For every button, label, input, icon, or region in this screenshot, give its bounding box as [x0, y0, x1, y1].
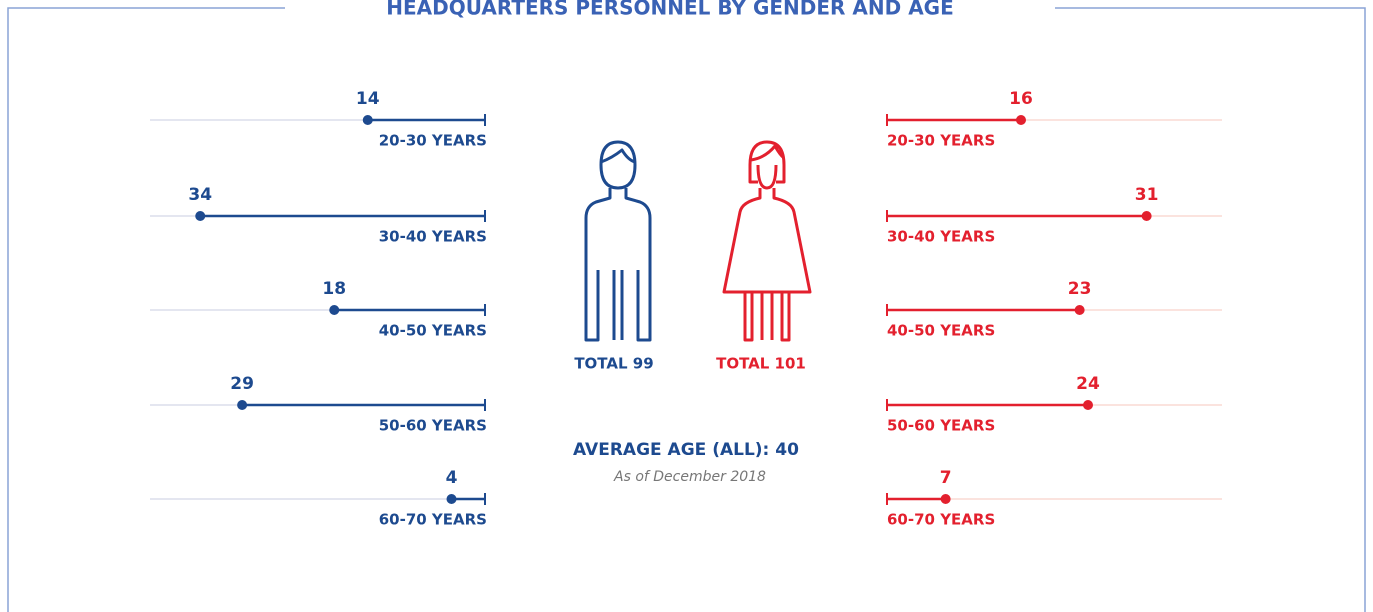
- frame-left: [7, 7, 285, 612]
- category-label: 50-60 YEARS: [379, 417, 487, 435]
- value-label: 7: [940, 468, 952, 488]
- lollipop-dot: [1016, 115, 1026, 125]
- category-label: 40-50 YEARS: [379, 322, 487, 340]
- lollipop-dot: [237, 400, 248, 410]
- value-label: 16: [1009, 89, 1033, 109]
- category-label: 60-70 YEARS: [887, 511, 995, 529]
- value-label: 24: [1076, 374, 1100, 394]
- female-icon: [722, 140, 812, 342]
- category-label: 40-50 YEARS: [887, 322, 995, 340]
- as-of-note: As of December 2018: [613, 469, 766, 485]
- lollipop-dot: [446, 494, 457, 504]
- lollipop-dot: [362, 115, 373, 125]
- male-total: TOTAL 99: [574, 355, 653, 373]
- male-icon: [584, 140, 652, 342]
- female-total: TOTAL 101: [716, 355, 806, 373]
- lollipop-dot: [1083, 400, 1093, 410]
- lollipop-dot: [329, 305, 340, 315]
- lollipop-dot: [1074, 305, 1085, 315]
- lollipop-dot: [1141, 211, 1152, 221]
- average-age: AVERAGE AGE (ALL): 40: [573, 440, 799, 460]
- lollipop-dot: [940, 494, 951, 504]
- category-label: 30-40 YEARS: [379, 228, 487, 246]
- value-label: 14: [356, 89, 380, 109]
- value-label: 18: [322, 279, 346, 299]
- lollipop-dot: [195, 211, 206, 221]
- chart-title: HEADQUARTERS PERSONNEL BY GENDER AND AGE: [386, 0, 954, 20]
- category-label: 30-40 YEARS: [887, 228, 995, 246]
- value-label: 31: [1135, 185, 1159, 205]
- value-label: 23: [1068, 279, 1092, 299]
- frame-right: [1055, 7, 1366, 612]
- frame: [7, 7, 1366, 612]
- value-label: 29: [230, 374, 254, 394]
- category-label: 50-60 YEARS: [887, 417, 995, 435]
- value-label: 4: [446, 468, 458, 488]
- category-label: 60-70 YEARS: [379, 511, 487, 529]
- category-label: 20-30 YEARS: [379, 132, 487, 150]
- category-label: 20-30 YEARS: [887, 132, 995, 150]
- value-label: 34: [188, 185, 212, 205]
